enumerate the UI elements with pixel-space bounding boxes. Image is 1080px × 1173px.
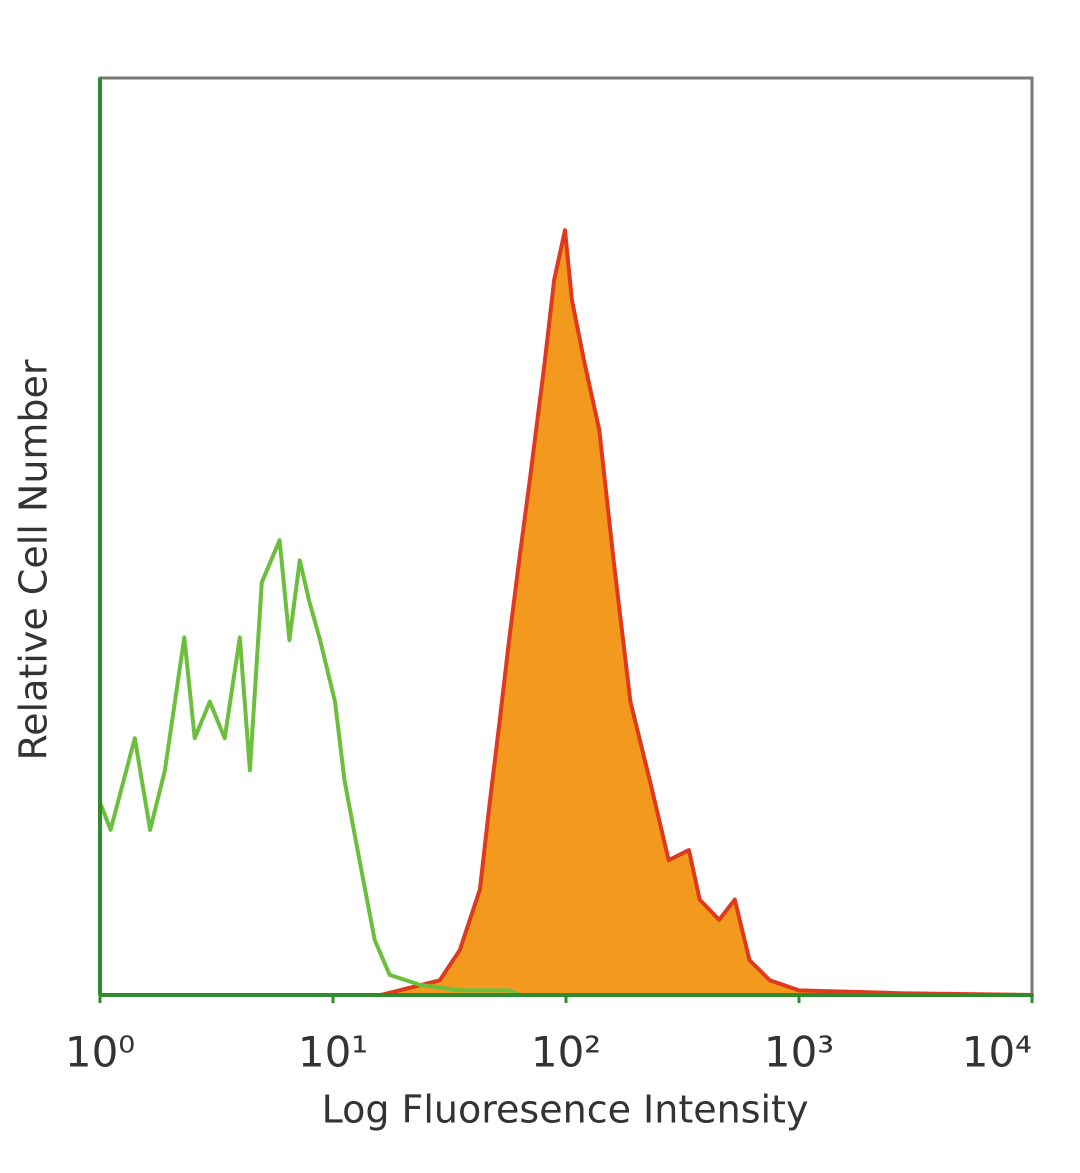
y-axis-label: Relative Cell Number xyxy=(12,359,56,760)
x-tick-label: 10² xyxy=(531,1028,601,1077)
histogram-area xyxy=(378,228,1034,997)
x-tick-label: 10¹ xyxy=(298,1028,368,1077)
x-tick-label: 10⁴ xyxy=(962,1028,1032,1077)
x-axis-label: Log Fluoresence Intensity xyxy=(322,1088,809,1132)
x-tick-label: 10³ xyxy=(764,1028,834,1077)
histogram-line xyxy=(98,538,521,997)
x-tick-label: 10⁰ xyxy=(65,1028,135,1077)
